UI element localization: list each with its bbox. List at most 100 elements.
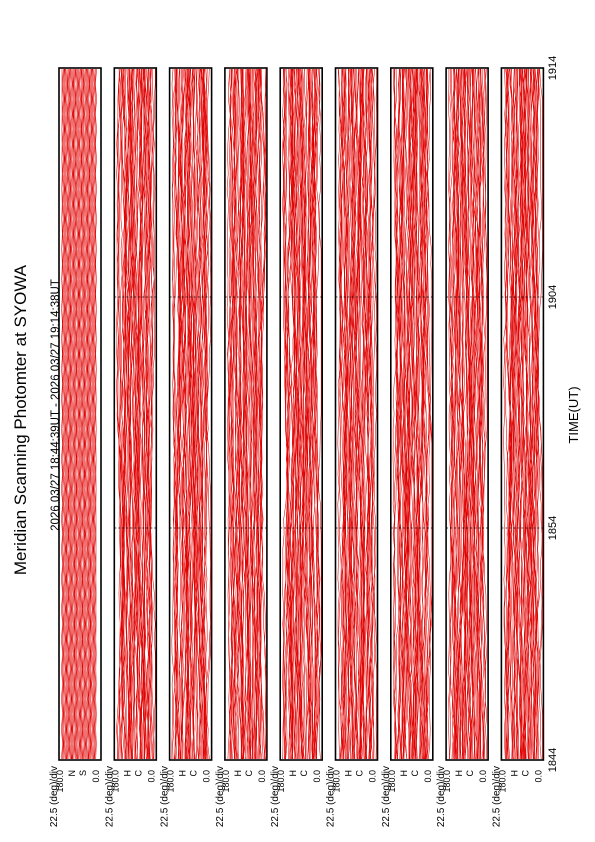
channel-trace <box>292 68 297 760</box>
channel-panel <box>279 67 324 761</box>
channel-trace <box>480 68 488 759</box>
channel-trace <box>81 68 83 760</box>
channel-trace <box>71 68 74 760</box>
channel-tag-bottom: C <box>244 770 254 777</box>
channel-trace <box>503 68 511 760</box>
channel-trace <box>147 68 153 760</box>
channel-trace <box>128 68 135 760</box>
channel-trace <box>83 68 86 760</box>
channel-trace <box>90 68 93 760</box>
channel-trace <box>75 68 78 760</box>
channel-trace <box>75 68 77 760</box>
channel-trace <box>316 68 322 760</box>
channel-trace <box>478 68 487 760</box>
channel-trace <box>88 68 90 760</box>
channel-trace <box>312 68 322 760</box>
channel-trace <box>198 68 204 760</box>
channel-panel <box>389 67 434 761</box>
channel-trace <box>120 68 126 760</box>
channel-trace <box>419 68 426 760</box>
channel-trace <box>85 68 88 760</box>
channel-trace <box>350 68 356 759</box>
channel-trace <box>149 68 154 760</box>
channel-trace <box>365 68 373 760</box>
channel-trace <box>464 68 471 760</box>
channel-trace <box>73 68 76 760</box>
channel-trace <box>131 68 138 760</box>
channel-tag-top: H <box>454 770 464 777</box>
channel-trace <box>295 68 302 760</box>
y-tick-top-label: 180.0 <box>110 770 120 793</box>
channel-panel <box>168 67 213 761</box>
channel-panel <box>334 67 379 761</box>
channel-trace <box>233 68 241 760</box>
channel-trace <box>341 68 347 760</box>
channel-trace <box>64 68 67 760</box>
channel-trace <box>201 68 211 760</box>
channel-trace <box>89 68 91 760</box>
channel-trace <box>190 68 196 760</box>
channel-trace <box>78 68 81 760</box>
channel-trace <box>451 68 458 760</box>
channel-trace <box>203 68 209 760</box>
channel-trace <box>521 68 526 760</box>
channel-trace <box>62 68 65 760</box>
y-tick-top-label: 180.0 <box>276 770 286 793</box>
channel-trace <box>89 68 92 760</box>
channel-trace <box>536 68 542 760</box>
channel-trace <box>396 68 402 760</box>
y-tick-top-label: 180.0 <box>387 770 397 793</box>
channel-trace <box>94 68 96 760</box>
channel-trace <box>306 68 313 760</box>
channel-trace <box>530 68 539 760</box>
channel-panel <box>58 67 102 761</box>
channel-tag-bottom: C <box>299 770 309 777</box>
channel-trace <box>150 68 156 760</box>
y-tick-top-label: 180.0 <box>497 770 507 793</box>
channel-trace <box>189 68 195 760</box>
channel-trace <box>84 68 87 759</box>
channel-trace <box>527 68 535 760</box>
channel-tag-bottom: C <box>520 770 530 777</box>
channel-trace <box>95 68 97 760</box>
channel-panel <box>445 67 489 761</box>
channel-trace <box>61 69 63 760</box>
channel-trace <box>290 68 299 760</box>
channel-trace <box>526 68 532 760</box>
y-tick-top-label: 180.0 <box>166 770 176 793</box>
channel-trace <box>243 68 251 760</box>
channel-trace <box>186 69 195 760</box>
channel-trace <box>235 68 245 760</box>
scale-label: 22.5 (deg)/div <box>215 766 226 827</box>
channel-trace <box>466 68 473 760</box>
channel-trace <box>294 68 300 760</box>
y-tick-top-label: 180.0 <box>55 770 65 793</box>
channel-trace <box>171 68 177 760</box>
scale-label: 22.5 (deg)/div <box>436 766 447 827</box>
channel-trace <box>509 68 517 760</box>
y-tick-bottom-label: 0.0 <box>91 770 101 783</box>
channel-trace <box>510 68 518 760</box>
channel-tag-bottom: C <box>189 770 199 777</box>
channel-trace <box>76 68 79 760</box>
channel-trace <box>233 68 239 760</box>
channel-tag-top: H <box>344 770 354 777</box>
channel-trace <box>467 68 476 760</box>
channel-trace <box>79 68 82 760</box>
channel-trace <box>476 68 482 760</box>
channel-trace <box>184 68 192 759</box>
channel-trace <box>192 68 199 760</box>
channel-trace <box>305 68 312 759</box>
channel-trace <box>68 68 70 760</box>
channel-trace <box>252 68 262 760</box>
channel-trace <box>535 68 543 760</box>
channel-trace <box>284 68 290 760</box>
scale-label: 22.5 (deg)/div <box>491 766 502 827</box>
channel-trace <box>226 68 233 760</box>
channel-trace <box>370 69 377 760</box>
channel-panel <box>113 67 158 761</box>
channel-trace <box>293 68 301 760</box>
channel-trace <box>519 68 526 760</box>
channel-trace <box>402 68 411 760</box>
